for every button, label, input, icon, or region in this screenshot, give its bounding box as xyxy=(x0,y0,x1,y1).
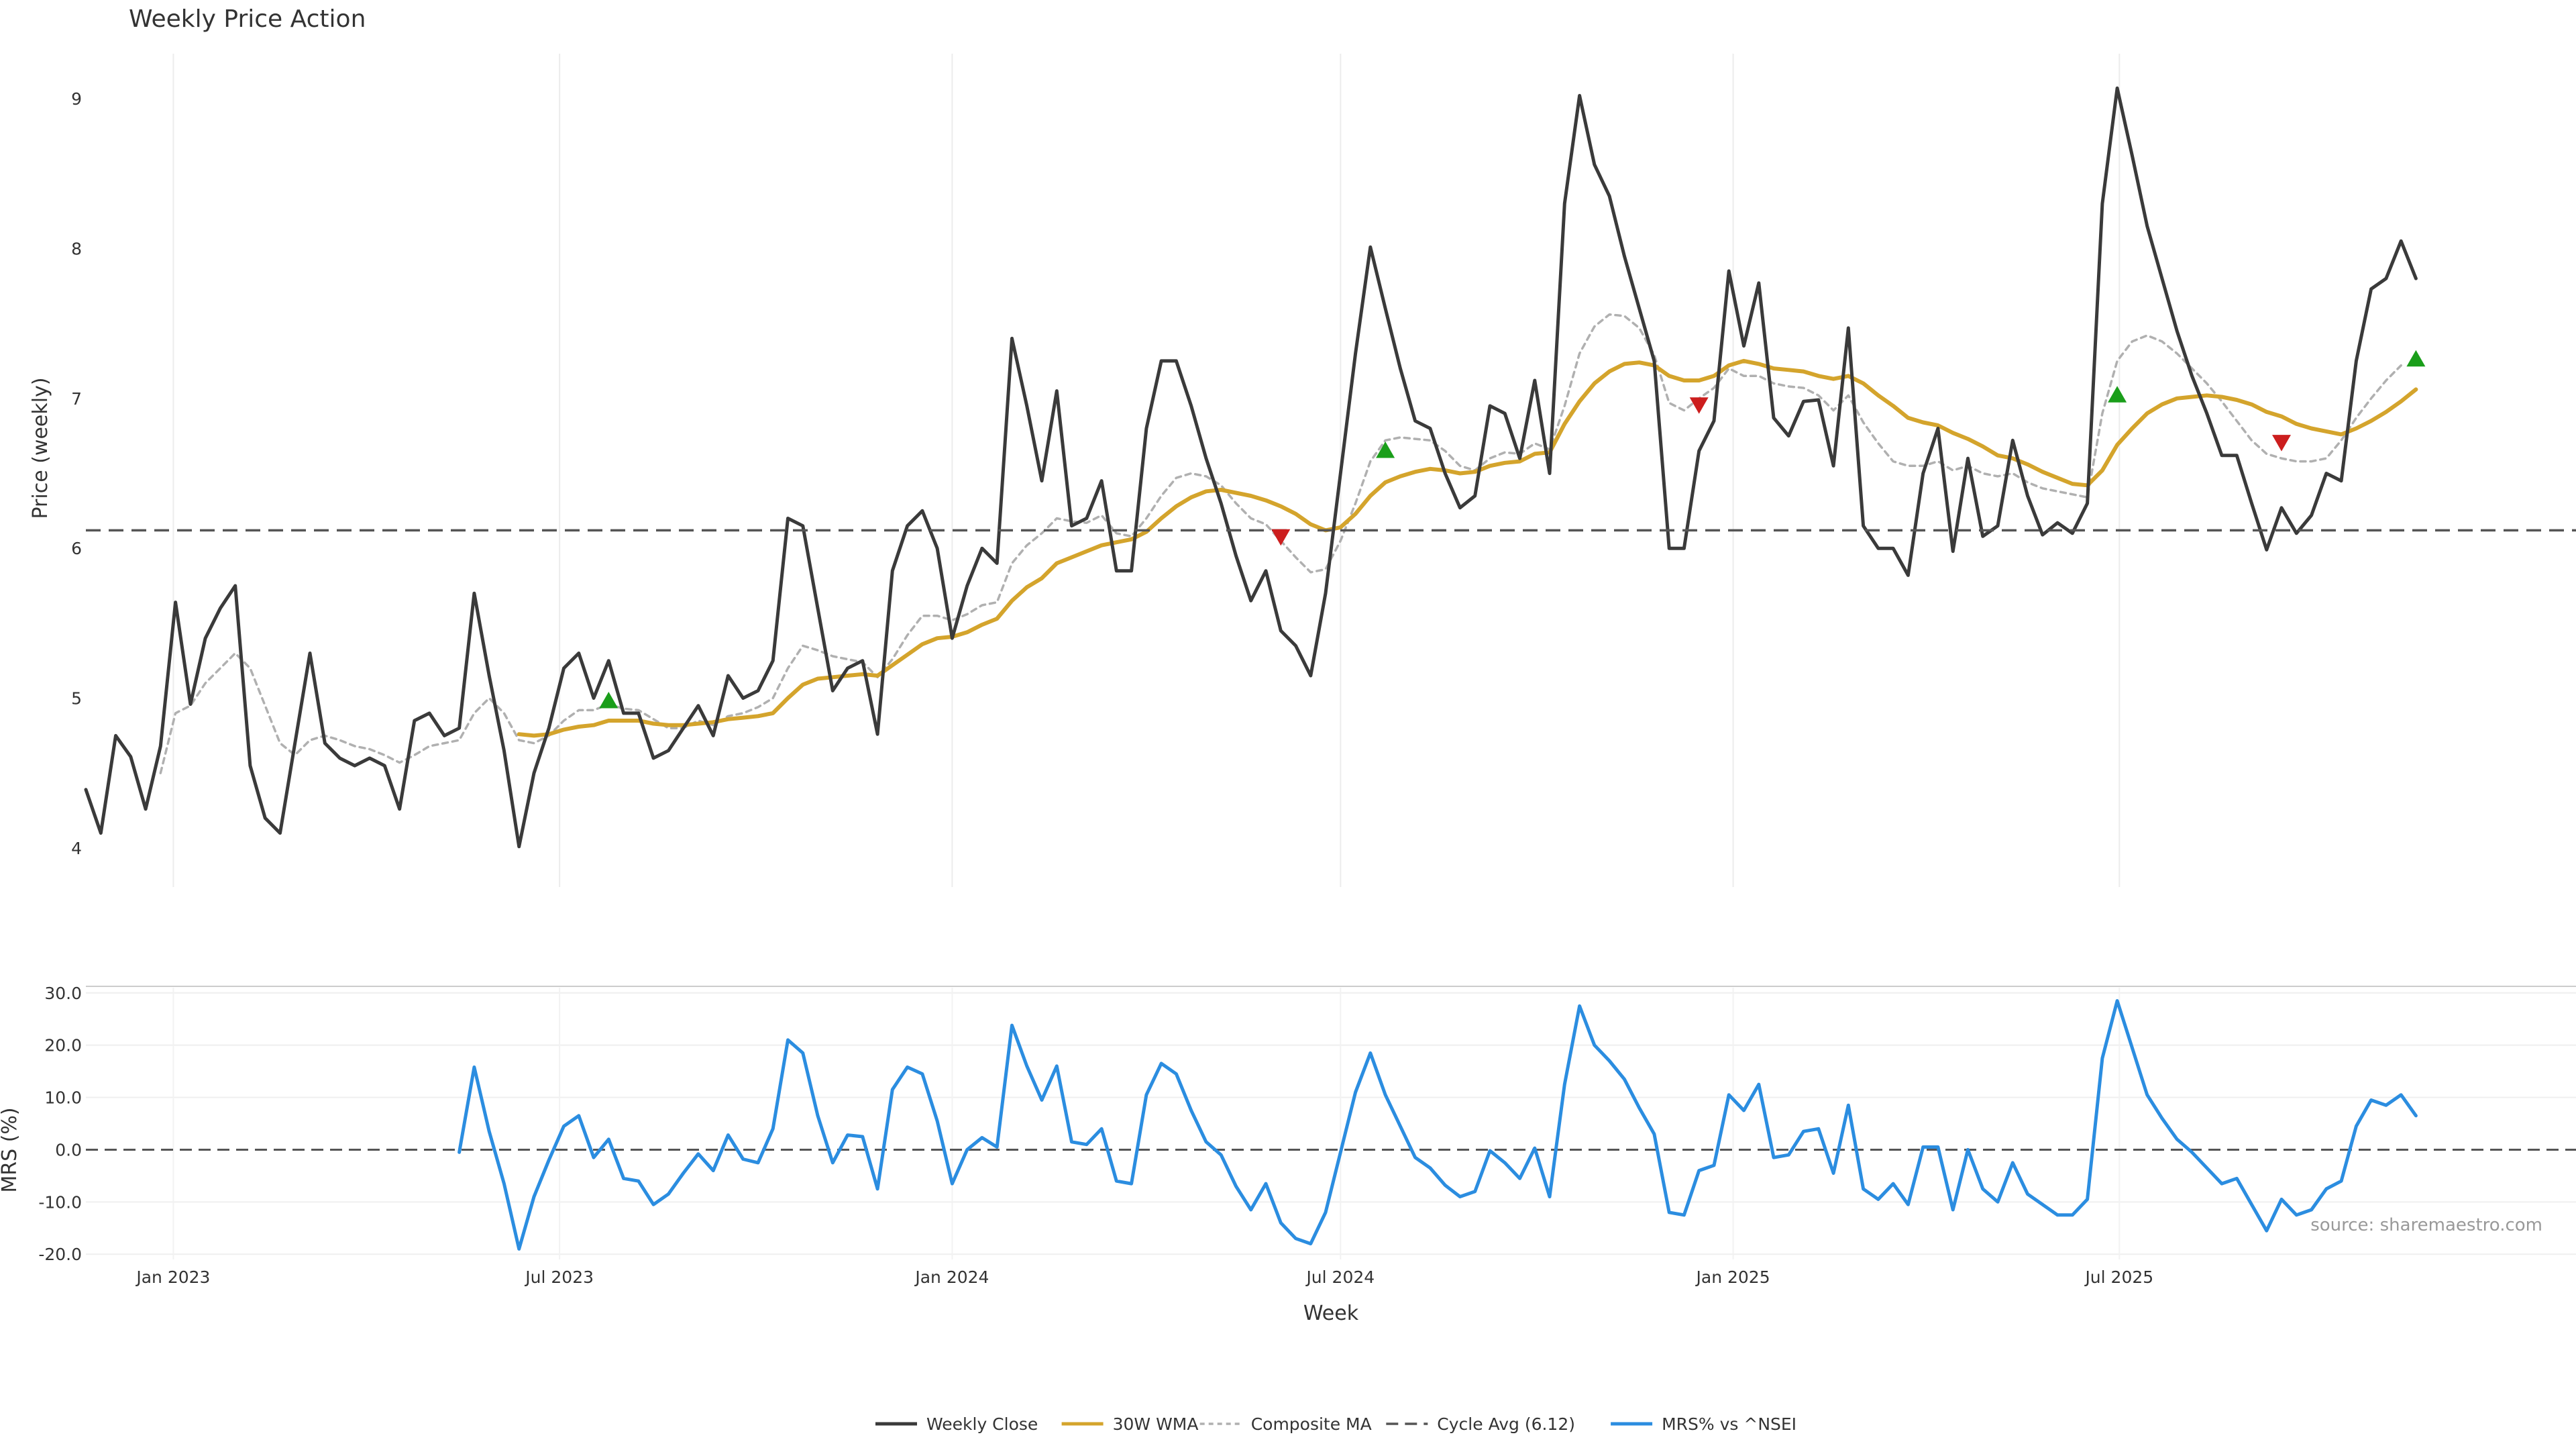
signal-sell-3 xyxy=(1689,397,1709,414)
x-axis-label: Week xyxy=(1303,1302,1359,1325)
mrs-y-tick-20-0: 20.0 xyxy=(44,1036,82,1055)
signal-buy-4 xyxy=(2108,386,2127,403)
x-tick-jul-2024: Jul 2024 xyxy=(1305,1267,1375,1287)
source-label: source: sharemaestro.com xyxy=(2310,1215,2542,1235)
series-mrs-vs-nsei xyxy=(458,999,2418,1251)
x-axis-ticks: Jan 2023 Jul 2023 Jan 2024 Jul 2024 Jan 2025… xyxy=(135,1267,2153,1287)
legend-item-cycle-avg-6-12: Cycle Avg (6.12) xyxy=(1386,1414,1575,1434)
price-y-tick-7: 7 xyxy=(71,389,82,409)
legend: Weekly Close 30W WMA Composite MA Cycle Avg… xyxy=(875,1414,1796,1434)
mrs-grid xyxy=(86,988,2576,1259)
mrs-y-tick-30-0: 30.0 xyxy=(44,984,82,1003)
mrs-series xyxy=(458,999,2418,1251)
x-tick-jan-2025: Jan 2025 xyxy=(1695,1267,1770,1287)
signal-sell-5 xyxy=(2272,435,2291,452)
legend-item-weekly-close: Weekly Close xyxy=(875,1414,1038,1434)
mrs-y-tick-10-0: 10.0 xyxy=(44,1088,82,1108)
price-y-tick-8: 8 xyxy=(71,239,82,258)
mrs-y-axis-label: MRS (%) xyxy=(0,1107,21,1192)
mrs-y-tick-10-0: -10.0 xyxy=(38,1192,82,1212)
price-y-axis-label: Price (weekly) xyxy=(29,377,52,519)
legend-item-composite-ma: Composite MA xyxy=(1199,1414,1372,1434)
legend-label-30w-wma: 30W WMA xyxy=(1113,1414,1199,1434)
legend-item-30w-wma: 30W WMA xyxy=(1061,1414,1199,1434)
x-tick-jul-2025: Jul 2025 xyxy=(2084,1267,2153,1287)
legend-label-weekly-close: Weekly Close xyxy=(926,1414,1038,1434)
price-y-tick-5: 5 xyxy=(71,689,82,709)
series-weekly-close xyxy=(84,86,2418,849)
price-y-ticks: 4 5 6 7 8 9 xyxy=(71,89,82,858)
price-signals xyxy=(599,350,2426,709)
price-y-tick-6: 6 xyxy=(71,539,82,558)
signal-sell-1 xyxy=(1271,529,1291,546)
legend-label-composite-ma: Composite MA xyxy=(1251,1414,1372,1434)
price-series xyxy=(84,86,2576,849)
legend-label-cycle-avg-6-12: Cycle Avg (6.12) xyxy=(1437,1414,1575,1434)
legend-item-mrs-vs-nsei: MRS% vs ^NSEI xyxy=(1611,1414,1796,1434)
signal-buy-2 xyxy=(1376,442,1395,458)
mrs-y-ticks: 30.0 20.0 10.0 0.0 -10.0 -20.0 xyxy=(38,984,82,1264)
price-y-tick-4: 4 xyxy=(71,839,82,858)
mrs-y-tick-0-0: 0.0 xyxy=(55,1140,82,1159)
x-tick-jan-2024: Jan 2024 xyxy=(914,1267,989,1287)
x-tick-jan-2023: Jan 2023 xyxy=(135,1267,210,1287)
signal-buy-0 xyxy=(599,692,619,709)
series-30w-wma xyxy=(517,358,2418,738)
price-y-tick-9: 9 xyxy=(71,89,82,109)
signal-buy-6 xyxy=(2406,350,2426,367)
price-grid xyxy=(172,54,2121,887)
chart-title: Weekly Price Action xyxy=(129,5,366,33)
legend-label-mrs-vs-nsei: MRS% vs ^NSEI xyxy=(1662,1414,1796,1434)
mrs-y-tick-20-0: -20.0 xyxy=(38,1245,82,1264)
x-tick-jul-2023: Jul 2023 xyxy=(524,1267,594,1287)
